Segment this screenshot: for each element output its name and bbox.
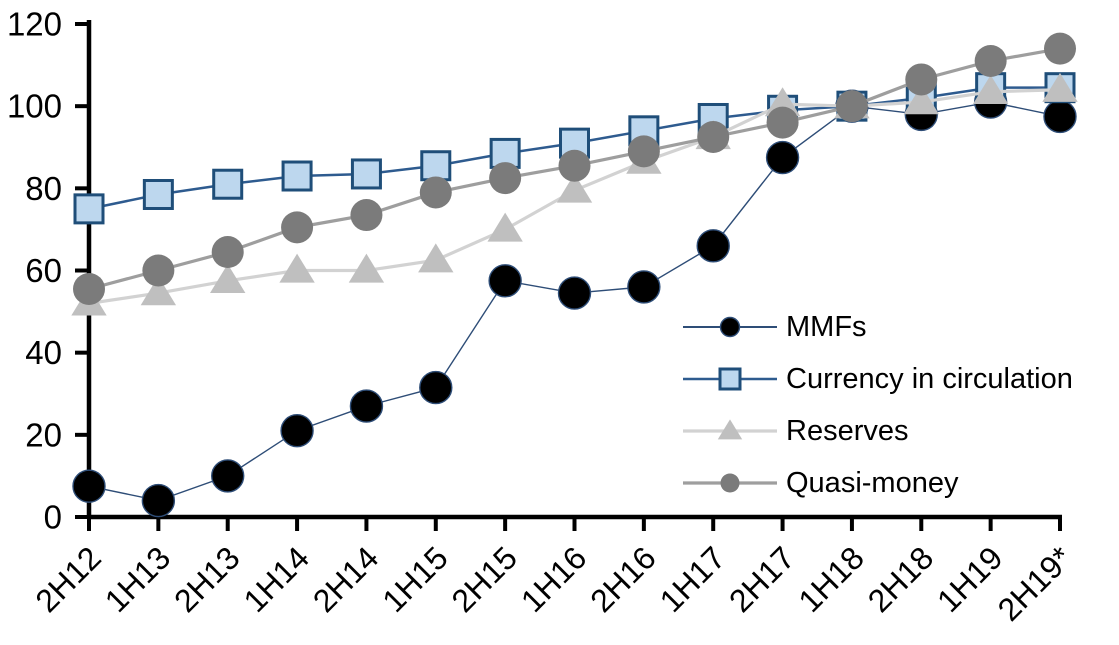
x-axis-tick-label: 1H17 [653,539,733,619]
series-mmfs-marker [488,264,522,298]
series-quasi-money-marker [350,199,383,232]
series-reserves-marker [279,253,315,283]
series-reserves-marker [903,85,939,115]
series-mmfs-marker [765,140,800,175]
series-mmfs-marker [72,469,106,503]
series-reserves-marker [972,74,1009,104]
series-mmfs-marker [280,414,314,448]
series-currency-in-circulation-marker [142,178,174,210]
y-axis-tick-label: 40 [25,334,62,371]
series-mmfs-marker [211,459,245,493]
series-quasi-money-marker [489,162,522,195]
series-quasi-money-marker [1044,32,1076,65]
series-quasi-money-marker [281,211,314,244]
series-quasi-money-marker [905,63,938,96]
series-quasi-money-marker [627,135,660,168]
legend-currency-in-circulation-label: Currency in circulation [786,363,1073,395]
x-axis-tick-label: 1H14 [236,539,316,619]
x-axis-tick-label: 2H17 [722,539,802,619]
x-axis-tick-label: 2H14 [306,539,386,619]
series-reserves-marker [764,87,801,117]
x-axis-tick-label: 2H16 [583,539,663,619]
x-axis-tick-label: 2H13 [167,539,247,619]
series-reserves-marker [487,212,523,242]
series-mmfs-marker [627,270,661,304]
series-quasi-money-marker [974,44,1007,77]
series-quasi-money-marker [697,120,730,153]
series-mmfs-marker [419,370,453,405]
legend-reserves-label: Reserves [786,415,909,447]
legend-reserves-marker [717,419,743,440]
legend-currency-in-circulation-marker [718,367,742,391]
series-mmfs-marker [696,229,730,263]
y-axis-tick-label: 120 [7,6,62,43]
series-currency-in-circulation-marker [420,150,452,182]
x-axis-tick-label: 2H19* [991,539,1079,627]
x-axis-tick-label: 1H18 [791,539,871,619]
series-currency-in-circulation-marker [350,158,382,190]
series-quasi-money-marker [142,254,175,287]
series-reserves-marker [140,276,177,306]
x-axis-tick-label: 2H15 [445,539,525,619]
series-mmfs-marker [557,276,592,310]
series-currency-in-circulation-marker [212,168,244,200]
series-quasi-money-marker [211,236,244,269]
series-quasi-money-marker [73,272,105,305]
legend-mmfs-label: MMFs [786,311,867,343]
series-reserves-marker [556,173,593,203]
legend-quasi-money-label: Quasi-money [786,467,959,499]
y-axis-tick-label: 80 [25,170,62,207]
x-axis-tick-label: 2H12 [28,539,108,619]
y-axis-tick-label: 100 [7,88,62,125]
series-quasi-money-marker [766,106,799,139]
series-reserves-marker [210,263,246,293]
series-quasi-money-marker [419,176,452,209]
series-quasi-money-marker [558,149,591,182]
x-axis-tick-label: 1H13 [98,539,178,619]
series-reserves-marker [418,243,454,273]
y-axis-tick-label: 0 [44,499,62,536]
series-currency-in-circulation-marker [281,160,313,192]
series-quasi-money-marker [835,90,868,123]
y-axis-tick-label: 60 [25,252,62,289]
series-mmfs-marker [349,389,384,423]
series-reserves-marker [348,253,385,283]
series-currency-in-circulation-marker [73,193,105,225]
series-reserves-marker [1042,72,1078,102]
legend-mmfs-marker [719,316,741,338]
x-axis-tick-label: 2H18 [861,539,941,619]
x-axis-tick-label: 1H16 [514,539,594,619]
y-axis-tick-label: 20 [25,416,62,453]
series-mmfs-marker [1043,99,1077,134]
x-axis-tick-label: 1H15 [375,539,455,619]
legend-quasi-money-marker [720,473,740,493]
series-mmfs-marker [141,483,176,518]
